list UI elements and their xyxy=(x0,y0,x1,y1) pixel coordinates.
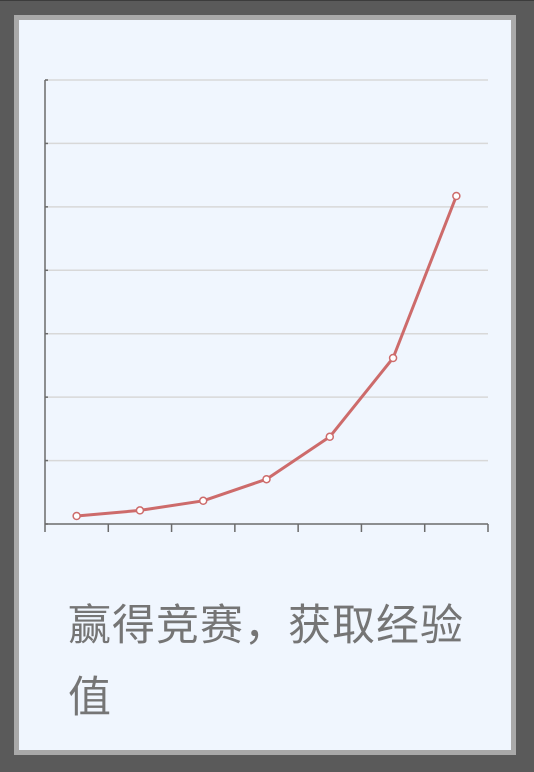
data-point xyxy=(388,353,398,363)
data-point xyxy=(72,511,81,521)
data-point xyxy=(452,191,461,201)
data-point xyxy=(262,474,271,484)
caption-text: 赢得竞赛，获取经验值 xyxy=(68,601,464,723)
series-line-path xyxy=(75,194,458,518)
series-line xyxy=(75,194,458,518)
grid-lines xyxy=(45,79,488,462)
axes xyxy=(44,79,489,532)
card xyxy=(14,15,516,755)
data-point xyxy=(135,506,145,515)
data-point xyxy=(198,496,208,506)
data-points xyxy=(72,191,461,521)
data-point xyxy=(325,432,335,442)
